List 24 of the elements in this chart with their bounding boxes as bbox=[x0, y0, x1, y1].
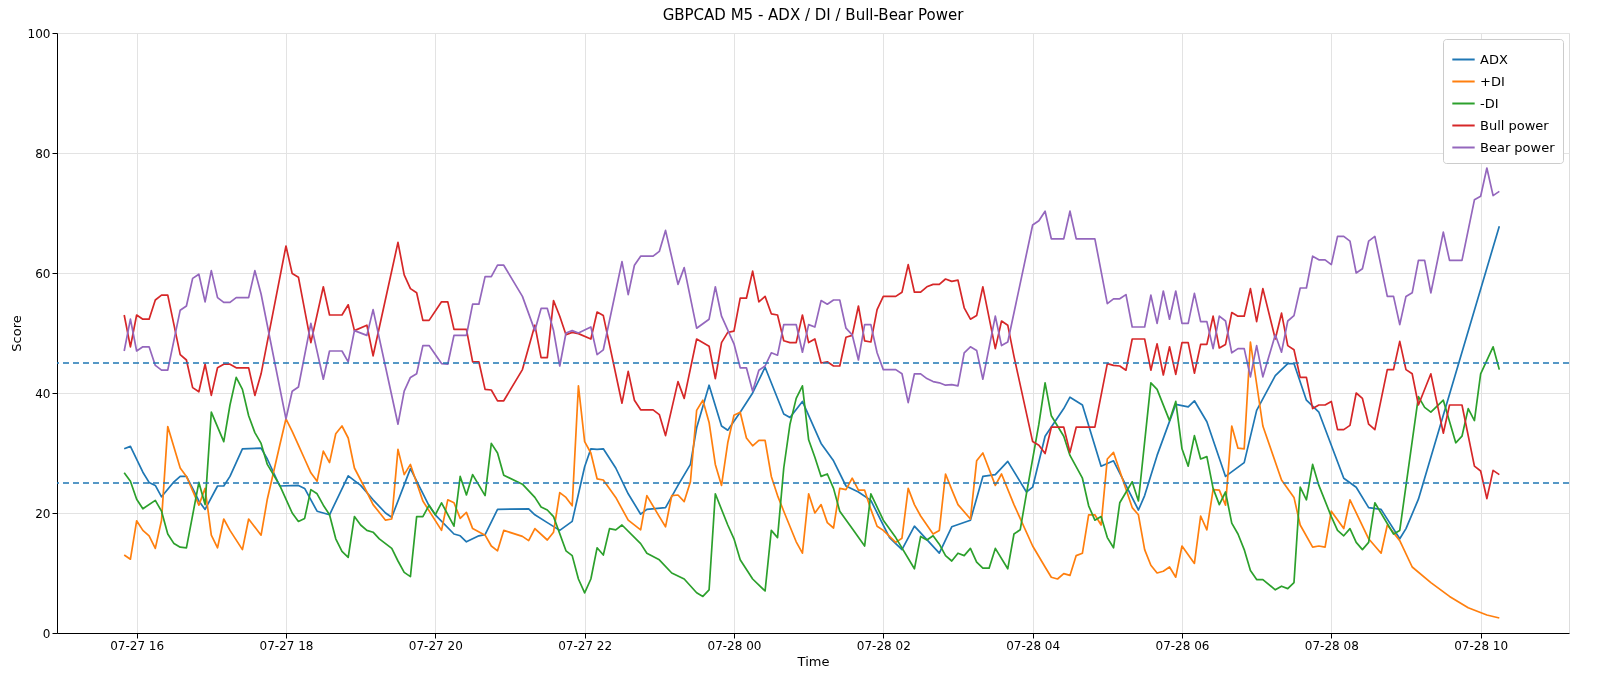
x-tick-label: 07-28 00 bbox=[707, 638, 762, 653]
x-tick-label: 07-27 16 bbox=[110, 638, 165, 653]
x-tick-label: 07-28 08 bbox=[1304, 638, 1359, 653]
legend-label: Bear power bbox=[1480, 139, 1556, 155]
y-tick-label: 0 bbox=[42, 626, 51, 641]
x-tick-label: 07-27 20 bbox=[408, 638, 463, 653]
x-tick-label: 07-28 06 bbox=[1155, 638, 1210, 653]
y-axis-title: Score bbox=[8, 315, 24, 352]
y-tick-label: 60 bbox=[35, 266, 51, 281]
legend-label: Bull power bbox=[1480, 117, 1550, 133]
x-tick-label: 07-28 10 bbox=[1454, 638, 1509, 653]
x-tick-label: 07-28 04 bbox=[1006, 638, 1061, 653]
legend-label: -DI bbox=[1480, 95, 1499, 111]
y-tick-label: 40 bbox=[35, 386, 51, 401]
x-tick-label: 07-27 18 bbox=[259, 638, 314, 653]
y-tick-label: 20 bbox=[35, 506, 51, 521]
x-tick-label: 07-27 22 bbox=[558, 638, 613, 653]
y-tick-label: 100 bbox=[27, 26, 51, 41]
chart-title: GBPCAD M5 - ADX / DI / Bull-Bear Power bbox=[662, 6, 965, 24]
y-tick-label: 80 bbox=[35, 146, 51, 161]
legend-label: ADX bbox=[1480, 51, 1508, 67]
x-tick-label: 07-28 02 bbox=[856, 638, 911, 653]
x-axis-title: Time bbox=[796, 653, 830, 669]
legend-label: +DI bbox=[1480, 73, 1505, 89]
